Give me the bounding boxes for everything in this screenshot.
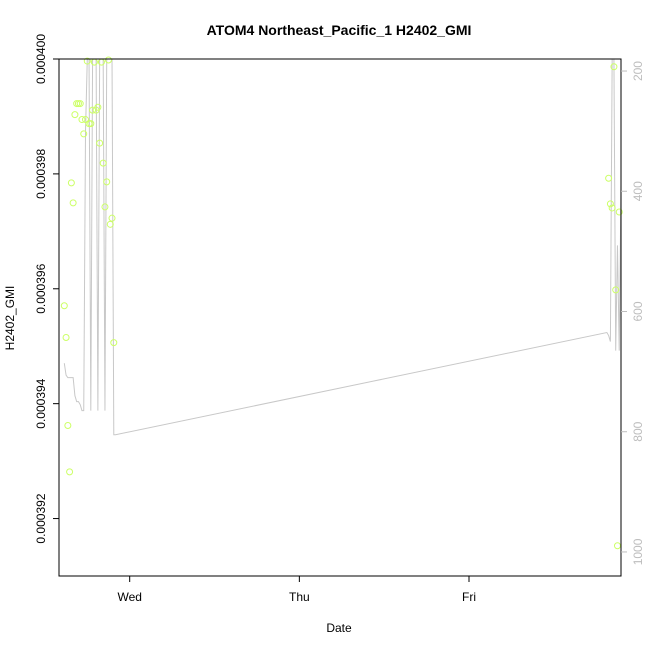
y-axis-left: 0.000392 0.000394 0.000396 0.000398 0.000400	[34, 34, 59, 544]
line-layer	[63, 59, 621, 436]
data-point	[78, 116, 86, 124]
data-point	[89, 106, 97, 114]
data-point	[606, 200, 614, 208]
data-point	[87, 120, 95, 128]
y-tick-label-right: 400	[631, 181, 645, 201]
x-tick-label: Fri	[462, 590, 476, 604]
y-axis-label: H2402_GMI	[3, 286, 17, 351]
data-point	[612, 286, 620, 294]
chart-title: ATOM4 Northeast_Pacific_1 H2402_GMI	[207, 22, 472, 38]
y-tick-label-left: 0.000398	[34, 149, 48, 199]
data-point	[101, 203, 109, 211]
data-point	[608, 204, 616, 212]
data-point	[94, 103, 102, 111]
data-point	[104, 56, 112, 64]
y-tick-label-left: 0.000396	[34, 263, 48, 313]
y-tick-label-left: 0.000394	[34, 378, 48, 428]
plot-frame	[58, 58, 622, 577]
y-tick-label-right: 1000	[631, 538, 645, 565]
series-line-1	[63, 59, 621, 436]
data-point	[69, 199, 77, 207]
data-point	[62, 333, 70, 341]
data-point	[613, 542, 621, 550]
data-point	[71, 111, 79, 119]
data-point	[110, 339, 118, 347]
x-axis: Wed Thu Fri	[117, 576, 476, 604]
data-point	[60, 302, 68, 310]
data-point	[108, 214, 116, 222]
data-point	[605, 174, 613, 182]
data-point	[106, 220, 114, 228]
data-point	[76, 100, 84, 108]
data-point	[82, 116, 90, 124]
y-tick-label-right: 600	[631, 301, 645, 321]
y-axis-right: 200 400 600 800 1000	[621, 61, 645, 565]
points-layer	[60, 56, 623, 550]
data-point	[80, 130, 88, 138]
y-tick-label-left: 0.000400	[34, 34, 48, 84]
data-point	[64, 422, 72, 429]
y-tick-label-right: 800	[631, 421, 645, 441]
data-point	[615, 208, 623, 216]
data-point	[610, 63, 618, 71]
data-point	[96, 139, 104, 147]
data-point	[103, 178, 111, 186]
data-point	[67, 179, 75, 187]
y-tick-label-left: 0.000392	[34, 493, 48, 543]
data-point	[83, 57, 91, 65]
data-point	[99, 159, 107, 167]
data-point	[66, 468, 74, 476]
y-tick-label-right: 200	[631, 61, 645, 81]
x-tick-label: Wed	[117, 590, 141, 604]
x-axis-label: Date	[326, 621, 352, 635]
x-tick-label: Thu	[289, 590, 310, 604]
